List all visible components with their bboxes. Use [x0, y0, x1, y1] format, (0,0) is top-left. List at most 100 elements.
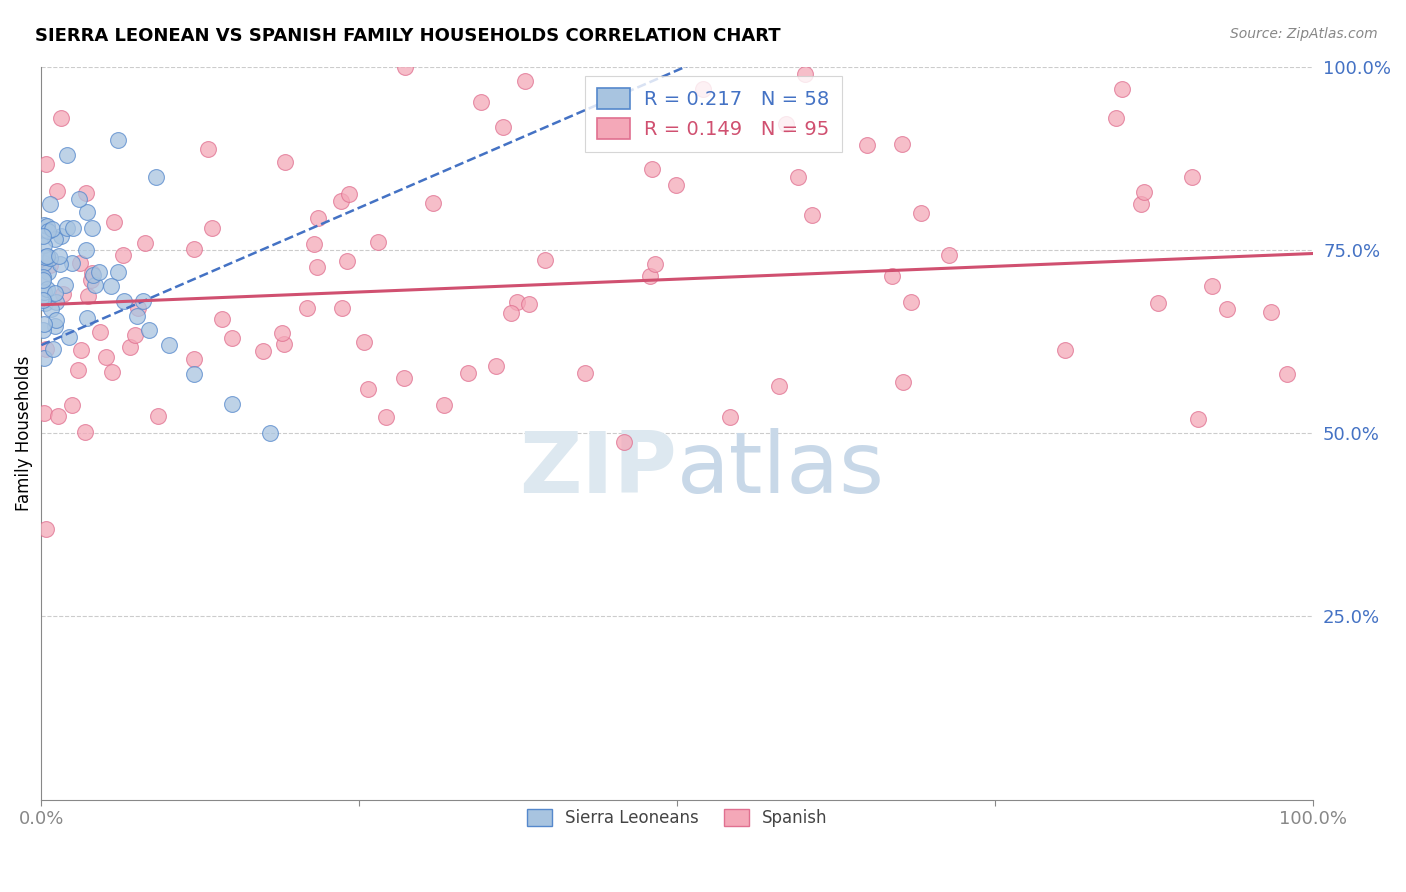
Point [75, 186, 97, 201]
Point [145, 169, 167, 184]
Text: atlas: atlas [678, 428, 886, 511]
Point [221, 397, 243, 411]
Point [938, 248, 960, 262]
Point [1275, 368, 1298, 382]
Point [1130, 196, 1153, 211]
Point [183, 351, 205, 366]
Point [900, 295, 922, 310]
Point [367, 235, 389, 249]
Point [48, 249, 70, 263]
Point [505, 295, 527, 310]
Point [32, 406, 55, 420]
Point [641, 161, 664, 176]
Point [39, 251, 62, 265]
Point [273, 336, 295, 351]
Point [775, 117, 797, 131]
Y-axis label: Family Households: Family Households [15, 355, 32, 511]
Point [44, 232, 66, 246]
Point [37, 224, 59, 238]
Point [394, 371, 416, 385]
Point [82, 268, 104, 282]
Point [1111, 81, 1133, 95]
Point [718, 410, 741, 425]
Point [32, 293, 55, 308]
Point [890, 136, 912, 151]
Point [34, 522, 56, 536]
Point [613, 435, 636, 450]
Point [197, 142, 219, 156]
Point [157, 338, 180, 352]
Point [35, 343, 58, 357]
Point [82, 220, 104, 235]
Point [41, 343, 63, 357]
Point [211, 312, 233, 326]
Point [295, 301, 318, 315]
Point [35, 157, 58, 171]
Point [433, 398, 456, 412]
Point [304, 236, 326, 251]
Point [51, 111, 73, 125]
Point [470, 95, 492, 109]
Point [32, 255, 55, 269]
Point [46, 409, 69, 424]
Text: Source: ZipAtlas.com: Source: ZipAtlas.com [1230, 27, 1378, 41]
Point [422, 196, 444, 211]
Point [62, 220, 84, 235]
Point [574, 366, 596, 380]
Point [35, 282, 58, 296]
Point [394, 60, 416, 74]
Point [58, 330, 80, 344]
Point [83, 278, 105, 293]
Point [855, 138, 877, 153]
Point [124, 328, 146, 343]
Point [35, 219, 58, 234]
Point [692, 81, 714, 95]
Point [80, 266, 103, 280]
Point [87, 265, 110, 279]
Point [270, 326, 292, 340]
Point [69, 192, 91, 206]
Point [31, 269, 53, 284]
Point [353, 334, 375, 349]
Point [39, 197, 62, 211]
Point [76, 311, 98, 326]
Point [1201, 279, 1223, 293]
Text: SIERRA LEONEAN VS SPANISH FAMILY HOUSEHOLDS CORRELATION CHART: SIERRA LEONEAN VS SPANISH FAMILY HOUSEHO… [35, 27, 780, 45]
Point [49, 257, 72, 271]
Point [100, 279, 122, 293]
Point [485, 359, 508, 373]
Point [132, 294, 155, 309]
Point [31, 229, 53, 244]
Point [1133, 186, 1156, 200]
Point [273, 155, 295, 169]
Point [34, 285, 56, 299]
Point [112, 247, 135, 261]
Point [60, 398, 83, 412]
Point [35, 249, 58, 263]
Point [53, 278, 76, 293]
Text: ZIP: ZIP [520, 428, 678, 511]
Point [112, 294, 135, 309]
Point [786, 170, 808, 185]
Point [793, 67, 815, 81]
Point [357, 382, 380, 396]
Point [51, 228, 73, 243]
Point [31, 323, 53, 337]
Point [305, 260, 328, 275]
Point [107, 133, 129, 147]
Point [52, 287, 75, 301]
Point [330, 194, 353, 208]
Point [77, 289, 100, 303]
Point [31, 273, 53, 287]
Point [32, 351, 55, 365]
Point [107, 265, 129, 279]
Point [32, 238, 55, 252]
Point [37, 265, 59, 279]
Point [1216, 301, 1239, 316]
Point [1105, 111, 1128, 125]
Point [336, 253, 359, 268]
Point [665, 178, 688, 192]
Point [39, 301, 62, 316]
Point [32, 318, 55, 332]
Point [134, 236, 156, 251]
